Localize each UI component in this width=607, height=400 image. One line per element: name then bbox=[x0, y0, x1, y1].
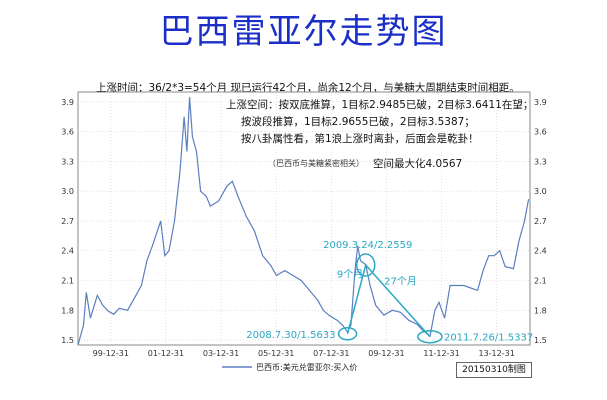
y-tick-label-left: 3.0 bbox=[61, 187, 74, 196]
x-tick-label: 99-12-31 bbox=[93, 349, 129, 358]
note-line-1: 上涨时间：36/2*3=54个月 现已运行42个月，尚余12个月，与美糖大周期结… bbox=[96, 82, 520, 94]
series-line bbox=[77, 96, 530, 346]
y-tick-label-left: 1.5 bbox=[61, 336, 74, 345]
x-tick-label: 09-12-31 bbox=[368, 349, 404, 358]
y-tick-label-left: 2.7 bbox=[61, 217, 74, 226]
y-tick-label-right: 2.1 bbox=[534, 277, 547, 286]
page-title: 巴西雷亚尔走势图 bbox=[159, 12, 448, 52]
y-tick-label-left: 1.8 bbox=[61, 306, 74, 315]
note-line-4: 按八卦属性看，第1浪上涨时离卦，后面会是乾卦！ bbox=[241, 133, 479, 145]
y-tick-label-right: 1.8 bbox=[534, 306, 547, 315]
trend-line-27-months bbox=[365, 264, 431, 338]
y-tick-label-right: 2.4 bbox=[534, 247, 547, 256]
x-tick-label: 07-12-31 bbox=[313, 349, 349, 358]
date-box: 20150310制图 bbox=[456, 362, 532, 378]
high-2009-marker bbox=[355, 253, 376, 277]
annotation-label: 9个月 bbox=[337, 269, 363, 281]
y-tick-label-left: 2.4 bbox=[61, 247, 74, 256]
x-tick-label: 11-12-31 bbox=[423, 349, 459, 358]
annotation-label: 2009.3.24/2.2559 bbox=[323, 240, 412, 251]
plot-frame bbox=[77, 91, 531, 346]
annotation-label: 2011.7.26/1.5337 bbox=[444, 333, 533, 344]
note-line-3: 按波段推算，1目标2.9655已破，2目标3.5387； bbox=[241, 116, 475, 128]
x-tick-label: 03-12-31 bbox=[203, 349, 239, 358]
legend-label: 巴西币:美元兑雷亚尔:买入价 bbox=[256, 362, 357, 372]
y-tick-label-left: 2.1 bbox=[61, 277, 74, 286]
trend-line-9-months bbox=[346, 264, 367, 334]
small-note: （巴西币与美糖紧密相关） bbox=[268, 159, 364, 168]
y-tick-label-left: 3.6 bbox=[61, 128, 74, 137]
y-tick-label-right: 1.5 bbox=[534, 336, 547, 345]
x-tick-label: 05-12-31 bbox=[258, 349, 294, 358]
y-tick-label-right: 3.9 bbox=[534, 98, 547, 107]
low-2008-marker bbox=[337, 327, 358, 341]
annotation-label: 2008.7.30/1.5633 bbox=[246, 330, 335, 341]
low-2011-marker bbox=[417, 329, 443, 344]
y-tick-label-right: 2.7 bbox=[534, 217, 547, 226]
y-tick-label-left: 3.3 bbox=[61, 157, 74, 166]
x-tick-label: 01-12-31 bbox=[148, 349, 184, 358]
y-tick-label-right: 3.6 bbox=[534, 128, 547, 137]
x-tick-label: 13-12-31 bbox=[478, 349, 514, 358]
y-tick-label-left: 3.9 bbox=[61, 98, 74, 107]
note-line-5: 空间最大化4.0567 bbox=[373, 158, 463, 170]
y-tick-label-right: 3.0 bbox=[534, 187, 547, 196]
y-tick-label-right: 3.3 bbox=[534, 157, 547, 166]
annotation-label: 27个月 bbox=[384, 275, 417, 287]
